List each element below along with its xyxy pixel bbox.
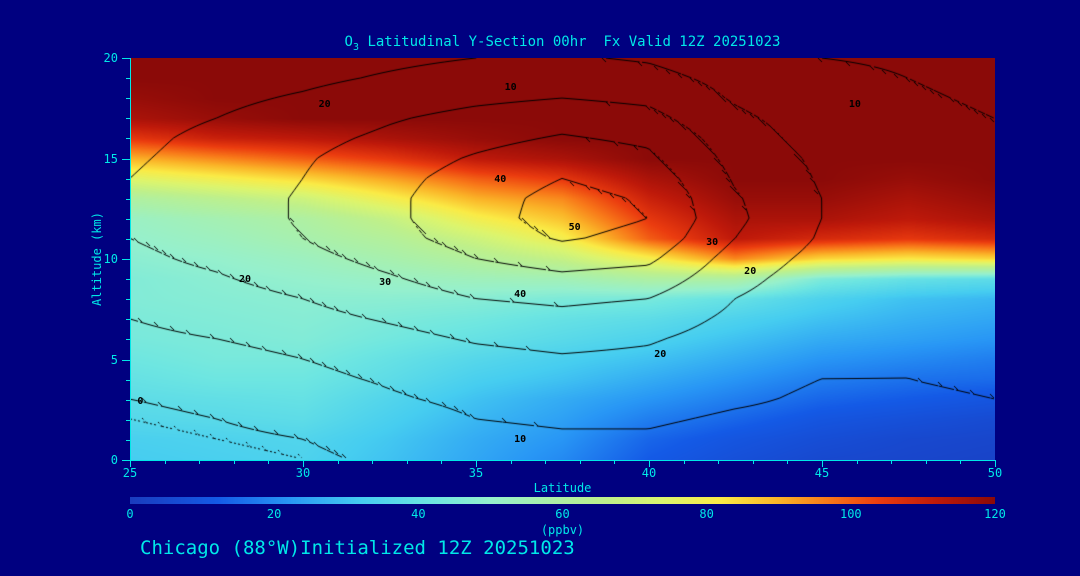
x-minor-tick xyxy=(372,460,374,464)
contour-label: 30 xyxy=(379,277,392,289)
x-minor-tick xyxy=(233,460,235,464)
y-minor-tick xyxy=(126,198,130,200)
x-major-tick xyxy=(995,460,996,467)
x-minor-tick xyxy=(614,460,616,464)
contour-label: 10 xyxy=(848,99,861,111)
x-minor-tick xyxy=(960,460,962,464)
x-major-tick xyxy=(130,460,131,467)
y-minor-tick xyxy=(126,218,130,220)
x-axis-label: Latitude xyxy=(533,481,592,495)
x-minor-tick xyxy=(891,460,893,464)
contour-label: 20 xyxy=(654,349,667,361)
colorbar-tick-label: 20 xyxy=(266,507,282,521)
y-minor-tick xyxy=(126,399,130,401)
y-major-tick xyxy=(122,58,130,59)
x-tick-label: 35 xyxy=(468,466,484,480)
x-major-tick xyxy=(303,460,304,467)
x-tick-label: 40 xyxy=(641,466,657,480)
contour-label: 20 xyxy=(318,99,331,111)
y-minor-tick xyxy=(126,98,130,100)
colorbar-tick-label: 120 xyxy=(984,507,1006,521)
x-tick-label: 25 xyxy=(122,466,138,480)
y-major-tick xyxy=(122,158,130,160)
y-tick-label: 20 xyxy=(103,51,118,65)
x-major-tick xyxy=(822,460,823,467)
x-minor-tick xyxy=(856,460,858,464)
contour-label: 20 xyxy=(239,273,252,285)
x-major-tick xyxy=(649,460,650,467)
contour-label: 10 xyxy=(504,82,517,94)
y-minor-tick xyxy=(126,78,130,80)
x-minor-tick xyxy=(579,460,581,464)
y-minor-tick xyxy=(126,419,130,421)
x-minor-tick xyxy=(199,460,201,464)
x-minor-tick xyxy=(406,460,408,464)
footer-station: Chicago (88°W) xyxy=(140,537,301,559)
footer-text: Chicago (88°W)Initialized 12Z 20251023 xyxy=(140,537,575,559)
y-tick-label: 15 xyxy=(103,151,118,166)
colorbar-tick-label: 0 xyxy=(126,507,134,521)
colorbar-gradient xyxy=(130,497,995,504)
colorbar-tick-label: 80 xyxy=(699,507,714,521)
contour-label: 20 xyxy=(744,265,757,277)
y-tick-label: 0 xyxy=(110,453,118,467)
contour-label: 30 xyxy=(706,236,719,248)
y-minor-tick xyxy=(126,379,130,381)
contour-label: 40 xyxy=(494,173,507,185)
chart-title-rest: Latitudinal Y-Section 00hr Fx Valid 12Z … xyxy=(359,34,781,50)
x-minor-tick xyxy=(510,460,512,464)
plot-area: 10 20 10 40 50 30 20 20 30 40 20 0 10 xyxy=(130,58,995,460)
y-minor-tick xyxy=(126,279,130,281)
colorbar-tick-label: 40 xyxy=(411,507,426,521)
y-minor-tick xyxy=(126,339,130,341)
x-tick-label: 45 xyxy=(814,466,830,480)
y-minor-tick xyxy=(126,138,130,140)
x-minor-tick xyxy=(718,460,720,464)
x-minor-tick xyxy=(337,460,339,464)
x-major-tick xyxy=(476,460,477,467)
y-minor-tick xyxy=(126,439,130,441)
heatmap-canvas xyxy=(130,58,995,460)
y-tick-label: 10 xyxy=(103,252,118,266)
y-axis-line xyxy=(130,58,131,461)
y-minor-tick xyxy=(126,178,130,180)
footer-init-time: Initialized 12Z 20251023 xyxy=(300,537,575,559)
x-minor-tick xyxy=(441,460,443,464)
y-tick-label: 5 xyxy=(110,352,118,367)
y-minor-tick xyxy=(126,118,130,120)
chart-title: O3 Latitudinal Y-Section 00hr Fx Valid 1… xyxy=(130,34,995,53)
x-tick-label: 50 xyxy=(987,466,1003,480)
x-minor-tick xyxy=(752,460,754,464)
chart-title-subscript: 3 xyxy=(352,41,360,53)
colorbar-tick-label: 60 xyxy=(555,507,570,521)
x-minor-tick xyxy=(925,460,927,464)
contour-label: 10 xyxy=(514,433,527,445)
y-minor-tick xyxy=(126,299,130,301)
contour-label: 50 xyxy=(568,222,581,234)
chart-title-element: O xyxy=(344,34,353,50)
y-major-tick xyxy=(122,460,130,461)
colorbar-units-label: (ppbv) xyxy=(540,523,585,537)
x-minor-tick xyxy=(268,460,270,464)
x-axis-line xyxy=(130,460,996,461)
y-minor-tick xyxy=(126,319,130,321)
contour-label: 0 xyxy=(137,396,144,408)
y-major-tick xyxy=(122,259,130,260)
colorbar-tick-label: 100 xyxy=(839,507,862,521)
x-minor-tick xyxy=(545,460,547,464)
x-minor-tick xyxy=(787,460,789,464)
x-tick-label: 30 xyxy=(295,466,311,480)
contour-label: 40 xyxy=(514,289,527,301)
y-minor-tick xyxy=(126,238,130,240)
x-minor-tick xyxy=(683,460,685,464)
x-minor-tick xyxy=(164,460,166,464)
y-major-tick xyxy=(122,359,130,361)
